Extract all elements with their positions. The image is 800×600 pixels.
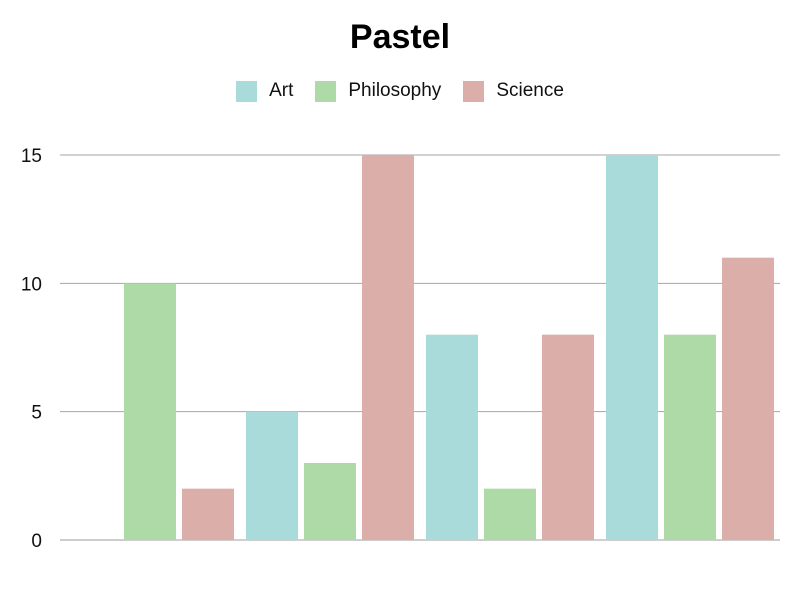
bar-art-4[interactable] <box>606 155 658 540</box>
y-tick-label: 15 <box>21 146 42 167</box>
bar-science-3[interactable] <box>542 334 594 540</box>
legend-label-science: Science <box>496 80 564 101</box>
legend-swatch-philosophy <box>315 80 337 102</box>
y-tick-label: 5 <box>31 403 42 424</box>
bar-philosophy-4[interactable] <box>664 334 716 540</box>
bar-science-2[interactable] <box>362 155 414 540</box>
y-tick-label: 10 <box>21 274 42 295</box>
legend-swatch-science <box>463 80 485 102</box>
bar-philosophy-1[interactable] <box>124 283 176 540</box>
chart-title: Pastel <box>349 18 451 56</box>
bar-philosophy-3[interactable] <box>484 488 536 540</box>
legend-item-philosophy[interactable]: Philosophy <box>315 80 441 102</box>
bar-science-1[interactable] <box>182 488 234 540</box>
y-tick-label: 0 <box>31 531 42 552</box>
legend-swatch-art <box>236 80 258 102</box>
legend-label-philosophy: Philosophy <box>348 80 442 101</box>
bar-art-2[interactable] <box>246 411 298 540</box>
legend: Art Philosophy Science <box>0 80 800 102</box>
legend-item-science[interactable]: Science <box>463 80 564 102</box>
bar-art-3[interactable] <box>426 334 478 540</box>
legend-label-art: Art <box>269 80 294 101</box>
bar-philosophy-2[interactable] <box>304 463 356 540</box>
bar-science-4[interactable] <box>722 257 774 540</box>
legend-item-art[interactable]: Art <box>236 80 293 102</box>
